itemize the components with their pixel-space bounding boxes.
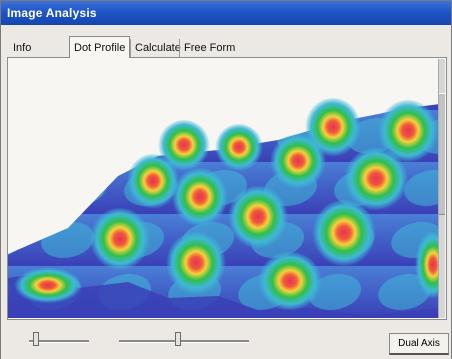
- tab-calculate[interactable]: Calculate: [130, 39, 185, 57]
- rotation-slider-track: [29, 340, 89, 343]
- tab-free-form[interactable]: Free Form: [179, 39, 239, 57]
- window-title: Image Analysis: [7, 6, 97, 20]
- tab-dot-profile[interactable]: Dot Profile: [69, 36, 131, 58]
- rotation-slider[interactable]: [29, 331, 89, 351]
- title-bar[interactable]: Image Analysis: [1, 1, 451, 25]
- bottom-controls: Dual Axis: [1, 321, 451, 359]
- tilt-slider[interactable]: [119, 331, 249, 351]
- surface-peaks: [14, 98, 440, 312]
- rotation-slider-thumb[interactable]: [33, 332, 39, 346]
- tilt-slider-track: [119, 340, 249, 343]
- tilt-slider-thumb[interactable]: [175, 332, 181, 346]
- tab-info[interactable]: Info: [13, 42, 32, 54]
- dual-axis-button[interactable]: Dual Axis: [389, 333, 449, 355]
- vertical-scrollbar[interactable]: [438, 59, 445, 318]
- vertical-scrollbar-thumb[interactable]: [439, 93, 445, 215]
- tab-strip: Info Dot Profile Calculate Free Form: [7, 35, 447, 58]
- dot-profile-surface-plot: [8, 98, 440, 318]
- dot-profile-panel: [7, 57, 447, 320]
- surface-front-edge: [8, 272, 440, 318]
